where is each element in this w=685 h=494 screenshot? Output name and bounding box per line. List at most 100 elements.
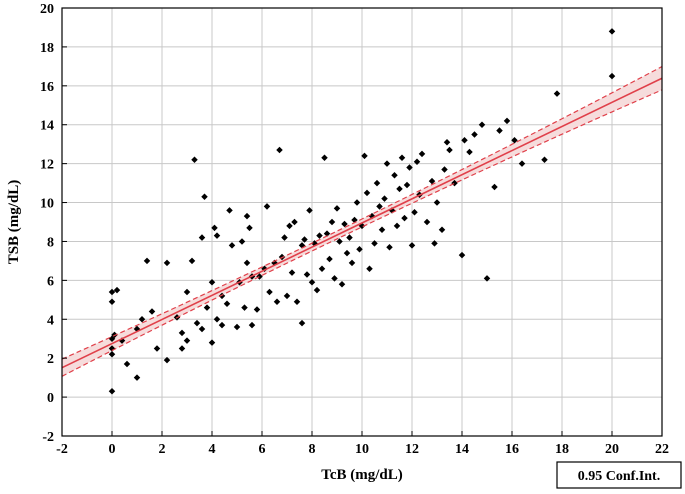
data-point (108, 388, 116, 395)
x-tick-label: 6 (259, 442, 266, 457)
data-point (188, 257, 196, 265)
y-axis-ticks: -2 0 2 4 6 8 10 12 14 16 18 20 (40, 2, 67, 445)
data-point (293, 298, 301, 306)
y-tick-label: 4 (47, 313, 54, 328)
data-point (438, 226, 446, 234)
data-point (393, 222, 401, 230)
data-point (248, 321, 256, 329)
data-point (411, 209, 418, 216)
data-point (288, 269, 296, 276)
data-point (108, 298, 116, 306)
data-point (346, 234, 353, 241)
y-tick-label: 18 (40, 41, 54, 56)
data-point (348, 259, 356, 267)
data-point (276, 146, 283, 154)
y-tick-label: -2 (42, 430, 54, 445)
lower-confidence-line (61, 89, 663, 377)
data-point (266, 288, 273, 296)
data-point (376, 203, 383, 210)
data-point (608, 28, 616, 35)
x-tick-label: 4 (209, 442, 216, 457)
data-point (313, 286, 321, 294)
y-tick-label: 2 (47, 352, 54, 367)
data-point (203, 304, 211, 311)
data-point (256, 273, 263, 280)
data-point (361, 152, 368, 160)
x-tick-label: 0 (109, 442, 116, 457)
legend: 0.95 Conf.Int. (556, 461, 682, 489)
x-tick-label: 2 (159, 442, 166, 457)
data-point (336, 238, 343, 245)
confidence-band (62, 66, 662, 377)
x-tick-label: 22 (655, 442, 669, 457)
data-point (223, 300, 231, 307)
x-tick-label: 20 (605, 442, 619, 457)
y-tick-label: 16 (40, 80, 54, 95)
data-point (123, 360, 131, 368)
data-point (391, 172, 398, 179)
data-point (213, 232, 221, 239)
data-point (433, 199, 441, 206)
data-point (301, 236, 308, 243)
x-tick-label: 18 (555, 442, 569, 457)
x-tick-label: 12 (405, 442, 419, 457)
data-point (198, 234, 206, 241)
data-point (403, 181, 411, 189)
data-point (208, 279, 216, 286)
x-tick-label: 14 (455, 442, 469, 457)
data-point (303, 271, 311, 278)
data-point (148, 308, 156, 315)
data-point (491, 183, 498, 191)
data-point (318, 265, 326, 272)
data-point (466, 148, 473, 156)
data-point (406, 164, 413, 171)
data-point (423, 218, 431, 226)
x-axis-label: TcB (mg/dL) (321, 467, 403, 483)
data-point (253, 306, 261, 313)
data-point (191, 156, 198, 163)
data-point (408, 242, 416, 249)
data-point (208, 339, 216, 346)
data-point (281, 234, 288, 241)
data-point (308, 279, 316, 286)
data-point (331, 275, 338, 282)
data-point (373, 179, 381, 187)
y-axis-label: TSB (mg/dL) (6, 180, 22, 265)
data-point (478, 121, 486, 128)
data-point (461, 137, 468, 144)
data-point (138, 316, 146, 323)
data-point (306, 207, 313, 214)
data-point (381, 195, 388, 202)
data-point (326, 255, 333, 263)
data-point (213, 316, 221, 323)
data-point (338, 281, 346, 288)
data-point (396, 185, 403, 193)
data-point (353, 199, 361, 206)
data-point (503, 117, 511, 125)
x-axis-ticks: -2 0 2 4 6 8 10 12 14 16 18 20 22 (56, 431, 669, 457)
data-point (243, 259, 251, 267)
y-tick-label: 8 (47, 235, 54, 250)
data-point (341, 220, 348, 228)
data-point (263, 203, 271, 210)
data-point (178, 345, 186, 352)
data-points (108, 28, 616, 395)
data-point (401, 214, 408, 222)
data-point (108, 351, 116, 358)
data-point (218, 292, 226, 300)
data-point (471, 131, 478, 138)
x-tick-label: -2 (56, 442, 68, 457)
data-point (418, 150, 426, 158)
data-point (383, 160, 391, 167)
data-point (378, 226, 386, 234)
data-point (441, 166, 448, 173)
data-point (246, 224, 253, 232)
y-tick-label: 0 (47, 391, 54, 406)
data-point (553, 90, 561, 97)
data-point (226, 207, 233, 214)
data-point (183, 288, 191, 296)
data-point (386, 244, 393, 251)
data-point (398, 154, 406, 162)
y-tick-label: 10 (40, 197, 54, 212)
data-point (333, 205, 341, 212)
